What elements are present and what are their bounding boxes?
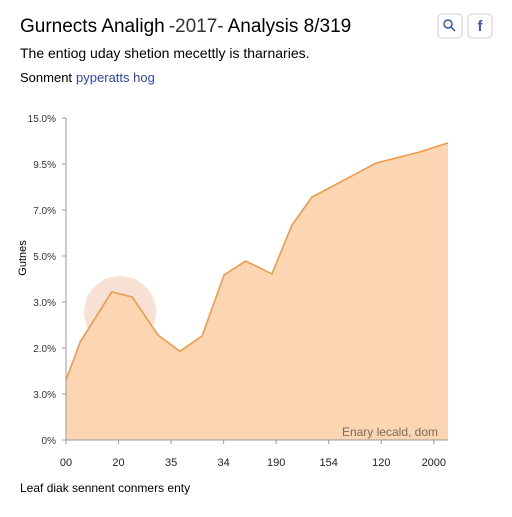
source-link[interactable]: pyperatts hog — [76, 70, 155, 85]
subtitle: The entiog uday shetion mecettly is thar… — [20, 45, 310, 61]
x-tick-label: 00 — [60, 457, 72, 469]
y-tick-label: 2.0% — [33, 344, 56, 355]
title-text: Analysis 8/319 — [228, 16, 352, 37]
y-tick-label: 15.0% — [28, 114, 56, 125]
facebook-button[interactable] — [467, 13, 493, 39]
facebook-icon: f — [478, 18, 484, 35]
plot: 0% 3.0% 2.0% 3.0% 5.0% 7.0% 9.5% 15.0% 00 20 35 34 1… — [17, 114, 449, 469]
y-tick-label: 5.0% — [33, 252, 56, 263]
title-highlight: -2017- — [169, 16, 224, 37]
x-tick-label: 190 — [267, 457, 285, 469]
y-tick-label: 3.0% — [33, 298, 56, 309]
x-tick-label: 20 — [112, 457, 124, 469]
x-tick-label: 120 — [372, 457, 390, 469]
y-tick-label: 3.0% — [33, 390, 56, 401]
footer: Leaf diak sennent conmers enty — [20, 481, 190, 495]
annotation: Enary lecald, dom — [342, 425, 438, 439]
y-tick-label: 7.0% — [33, 206, 56, 217]
search-icon — [450, 26, 456, 32]
y-tick-label: 0% — [42, 436, 57, 447]
x-tick-label: 35 — [165, 457, 177, 469]
x-tick-label: 154 — [320, 457, 338, 469]
title-text: Gurnects Analigh — [20, 16, 165, 37]
line — [65, 142, 449, 381]
x-tick-label: 34 — [218, 457, 230, 469]
title: Gurnects Analigh -2017- Analysis 8/319 — [20, 16, 351, 37]
y-tick-label: 9.5% — [33, 160, 56, 171]
source-prefix: Sonment — [20, 70, 72, 85]
x-tick-label: 2000 — [422, 457, 446, 469]
y-axis-label: Gutnes — [17, 240, 29, 276]
search-button[interactable] — [437, 13, 463, 39]
source: Sonment pyperatts hog — [20, 70, 155, 85]
search-icon — [443, 19, 453, 29]
area — [66, 142, 448, 440]
